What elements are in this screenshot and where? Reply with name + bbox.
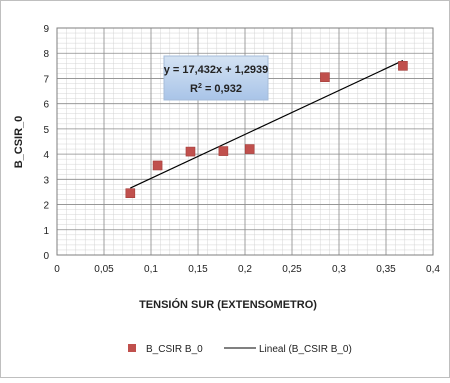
data-point	[152, 160, 163, 171]
r-squared-prefix: R	[190, 83, 198, 95]
x-tick-label: 0,05	[94, 264, 114, 275]
legend-line-label: Lineal (B_CSIR B_0)	[259, 344, 352, 355]
data-point	[218, 146, 229, 156]
trendline-layer	[130, 60, 404, 189]
data-point	[185, 146, 196, 157]
y-axis-title: B_CSIR_0	[13, 116, 25, 169]
x-tick-label: 0,15	[188, 264, 208, 275]
y-tick-label: 4	[43, 150, 49, 161]
data-point	[320, 72, 330, 82]
y-tick-label: 1	[43, 226, 49, 237]
x-tick-label: 0,1	[144, 264, 158, 275]
y-tick-label: 9	[43, 24, 49, 35]
data-point	[125, 188, 136, 199]
y-tick-label: 3	[43, 175, 49, 186]
data-point	[244, 144, 255, 154]
legend-marker-swatch	[128, 344, 136, 352]
y-tick-label: 6	[43, 100, 49, 111]
r-squared-value: = 0,932	[202, 83, 242, 95]
r-squared: R2 = 0,932	[190, 83, 242, 95]
data-point	[398, 61, 408, 71]
plot-area-frame	[56, 27, 434, 256]
y-tick-label: 2	[43, 201, 49, 212]
data-points	[125, 61, 408, 199]
y-tick-label: 0	[43, 251, 49, 262]
x-tick-label: 0,4	[426, 264, 440, 275]
x-tick-label: 0,35	[376, 264, 396, 275]
equation-box: y = 17,432x + 1,2939 R2 = 0,932	[163, 55, 269, 101]
x-tick-label: 0,25	[282, 264, 302, 275]
x-tick-label: 0	[54, 264, 60, 275]
trendline	[130, 60, 404, 189]
x-axis-title: TENSIÓN SUR (EXTENSOMETRO)	[139, 298, 317, 311]
y-tick-label: 7	[43, 74, 49, 85]
y-tick-label: 8	[43, 49, 49, 60]
r-squared-exponent: 2	[198, 83, 202, 90]
legend: B_CSIR B_0 Lineal (B_CSIR B_0)	[128, 344, 352, 355]
x-tick-label: 0,3	[332, 264, 346, 275]
equation-box-background	[163, 55, 269, 101]
trendline-equation: y = 17,432x + 1,2939	[164, 64, 269, 76]
legend-marker-label: B_CSIR B_0	[146, 344, 203, 355]
axes: 0 1 2 3 4 5 6 7 8 9 0 0,05 0,1 0,15 0,2 0,25 0,3 0,35 0,4	[43, 24, 440, 275]
x-tick-label: 0,2	[238, 264, 252, 275]
y-tick-label: 5	[43, 125, 49, 136]
